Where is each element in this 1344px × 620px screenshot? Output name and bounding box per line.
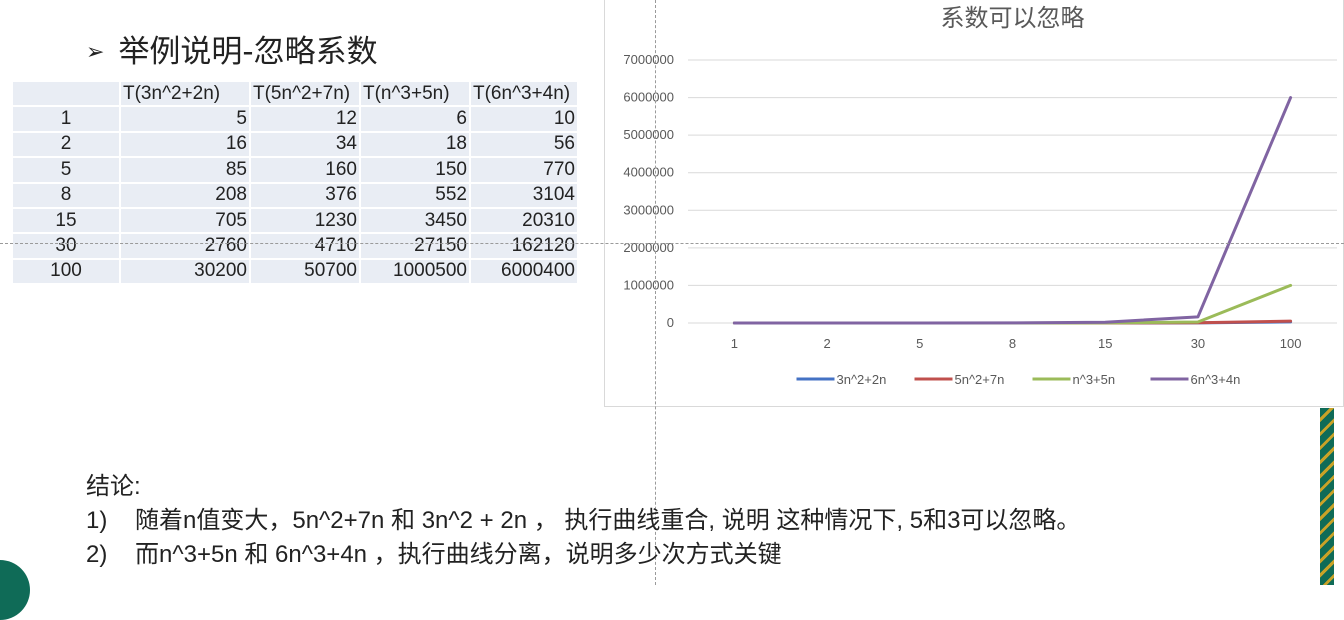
table-header-cell: T(n^3+5n) — [361, 82, 469, 106]
table-header-cell — [13, 82, 119, 106]
x-tick-label: 30 — [1191, 336, 1205, 351]
table-cell-n: 5 — [13, 158, 119, 182]
y-tick-label: 7000000 — [623, 52, 674, 67]
table-cell: 85 — [121, 158, 249, 182]
x-tick-label: 8 — [1009, 336, 1016, 351]
table-cell: 705 — [121, 208, 249, 233]
conclusion-item: 2) 而n^3+5n 和 6n^3+4n ，执行曲线分离，说明多少次方式关键 — [86, 538, 1080, 572]
table-header-cell: T(6n^3+4n) — [471, 82, 577, 106]
chart-title: 系数可以忽略 — [941, 5, 1085, 32]
guide-line-horizontal — [0, 243, 1344, 244]
table-cell: 6 — [361, 107, 469, 131]
table-cell: 552 — [361, 183, 469, 207]
table-cell: 160 — [251, 158, 359, 182]
table-row: 1 5 12 6 10 — [13, 107, 577, 131]
table-header-row: T(3n^2+2n) T(5n^2+7n) T(n^3+5n) T(6n^3+4… — [13, 82, 577, 106]
table-cell: 1230 — [251, 208, 359, 233]
table-cell-n: 2 — [13, 132, 119, 157]
table-cell: 10 — [471, 107, 577, 131]
y-tick-label: 6000000 — [623, 90, 674, 105]
chart-canvas: 系数可以忽略0100000020000003000000400000050000… — [623, 5, 1337, 387]
legend-label: 5n^2+7n — [955, 372, 1005, 387]
legend-label: n^3+5n — [1073, 372, 1116, 387]
table-row: 2 16 34 18 56 — [13, 132, 577, 157]
table-cell: 150 — [361, 158, 469, 182]
legend-label: 3n^2+2n — [837, 372, 887, 387]
series-line — [732, 283, 1293, 325]
slide-title: 举例说明-忽略系数 — [118, 34, 378, 70]
y-tick-label: 5000000 — [623, 127, 674, 142]
table-cell: 56 — [471, 132, 577, 157]
conclusion-item-text: 随着n值变大，5n^2+7n 和 3n^2 + 2n ， 执行曲线重合, 说明 … — [135, 507, 1081, 534]
table-cell: 30200 — [121, 259, 249, 284]
table-cell: 18 — [361, 132, 469, 157]
table-row: 100 30200 50700 1000500 6000400 — [13, 259, 577, 284]
table-cell: 1000500 — [361, 259, 469, 284]
table-cell: 770 — [471, 158, 577, 182]
conclusion-block: 结论: 1) 随着n值变大，5n^2+7n 和 3n^2 + 2n ， 执行曲线重… — [86, 470, 1080, 572]
table-cell-n: 100 — [13, 259, 119, 284]
y-tick-label: 1000000 — [623, 277, 674, 292]
x-tick-label: 5 — [916, 336, 923, 351]
table-header-cell: T(5n^2+7n) — [251, 82, 359, 106]
decorative-corner — [0, 560, 30, 620]
x-tick-label: 2 — [823, 336, 830, 351]
table-row: 8 208 376 552 3104 — [13, 183, 577, 207]
table-cell-n: 1 — [13, 107, 119, 131]
table-cell-n: 8 — [13, 183, 119, 207]
table-row: 5 85 160 150 770 — [13, 158, 577, 182]
table-cell: 3104 — [471, 183, 577, 207]
conclusion-item-number: 2) — [86, 541, 108, 568]
table-cell: 3450 — [361, 208, 469, 233]
x-tick-label: 15 — [1098, 336, 1112, 351]
table-cell-n: 15 — [13, 208, 119, 233]
arrow-bullet-icon: ➢ — [86, 40, 105, 65]
y-tick-label: 3000000 — [623, 202, 674, 217]
y-tick-label: 0 — [667, 315, 674, 330]
data-table: T(3n^2+2n) T(5n^2+7n) T(n^3+5n) T(6n^3+4… — [11, 80, 579, 285]
table-cell: 2760 — [121, 234, 249, 258]
decorative-stripe — [1320, 408, 1334, 585]
guide-line-vertical — [655, 0, 656, 585]
table-cell-n: 30 — [13, 234, 119, 258]
legend-label: 6n^3+4n — [1191, 372, 1241, 387]
table-cell: 34 — [251, 132, 359, 157]
conclusion-item: 1) 随着n值变大，5n^2+7n 和 3n^2 + 2n ， 执行曲线重合, 说… — [86, 504, 1080, 538]
x-tick-label: 1 — [731, 336, 738, 351]
table-cell: 20310 — [471, 208, 577, 233]
x-tick-label: 100 — [1280, 336, 1302, 351]
table-cell: 4710 — [251, 234, 359, 258]
y-tick-label: 4000000 — [623, 165, 674, 180]
series-line — [732, 96, 1293, 325]
conclusion-title: 结论: — [86, 473, 141, 500]
table-cell: 208 — [121, 183, 249, 207]
table-row: 30 2760 4710 27150 162120 — [13, 234, 577, 258]
table-cell: 27150 — [361, 234, 469, 258]
table-cell: 162120 — [471, 234, 577, 258]
table-cell: 16 — [121, 132, 249, 157]
table-cell: 12 — [251, 107, 359, 131]
table-row: 15 705 1230 3450 20310 — [13, 208, 577, 233]
slide-heading: ➢ 举例说明-忽略系数 — [86, 26, 378, 71]
conclusion-item-text: 而n^3+5n 和 6n^3+4n ，执行曲线分离，说明多少次方式关键 — [135, 541, 782, 568]
table-cell: 5 — [121, 107, 249, 131]
table-cell: 376 — [251, 183, 359, 207]
conclusion-item-number: 1) — [86, 507, 108, 534]
table-cell: 50700 — [251, 259, 359, 284]
table-header-cell: T(3n^2+2n) — [121, 82, 249, 106]
table-cell: 6000400 — [471, 259, 577, 284]
line-chart: 系数可以忽略 0 1000000 2000000 3000000 4000000 50000… — [604, 0, 1344, 407]
